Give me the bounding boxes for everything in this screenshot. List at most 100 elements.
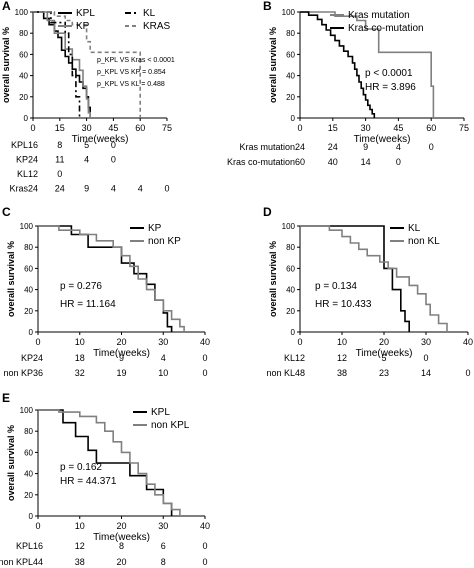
panel-a-annotation: p_KPL VS Kras < 0.0001 bbox=[97, 57, 175, 64]
panel-d-y-axis-title: overall survival % bbox=[268, 241, 278, 317]
panel-b-risk-value: 9 bbox=[363, 142, 368, 152]
panel-b-y-tick-label: 0 bbox=[291, 114, 296, 123]
panel-b-risk-value: 0 bbox=[396, 157, 401, 167]
panel-e-y-tick-label: 60 bbox=[24, 448, 33, 457]
panel-d-x-tick-label: 40 bbox=[463, 337, 473, 347]
panel-e-risk-value: 0 bbox=[202, 541, 207, 551]
panel-e-legend-label: non KPL bbox=[151, 420, 190, 431]
panel-a-y-tick-label: 80 bbox=[19, 29, 28, 38]
panel-a-series-line-1 bbox=[33, 11, 91, 118]
panel-c-risk-value: 18 bbox=[75, 353, 85, 363]
panel-e-y-tick-label: 20 bbox=[24, 491, 33, 500]
panel-e-y-tick-label: 100 bbox=[20, 406, 34, 415]
panel-d-series-line-1 bbox=[300, 225, 448, 332]
panel-d-y-tick-label: 40 bbox=[286, 286, 295, 295]
panel-b-legend-label: Kras co-mutation bbox=[348, 23, 424, 34]
panel-d-y-tick-label: 20 bbox=[286, 307, 295, 316]
panel-e-risk-row-label: KPL bbox=[16, 541, 33, 551]
panel-b-risk-value: 0 bbox=[429, 142, 434, 152]
panel-a-x-tick-label: 75 bbox=[162, 123, 172, 133]
panel-c-risk-value: 4 bbox=[161, 353, 166, 363]
panel-a-risk-value: 5 bbox=[84, 140, 89, 150]
panel-a-x-tick-label: 60 bbox=[135, 123, 145, 133]
panel-a-legend-label: KL bbox=[143, 8, 156, 19]
panel-e-annotation: p = 0.162 bbox=[60, 462, 102, 473]
panel-d-x-tick-label: 0 bbox=[297, 337, 302, 347]
panel-c-legend-label: KP bbox=[148, 223, 162, 234]
panel-c-risk-value: 24 bbox=[33, 353, 43, 363]
panel-a-letter: A bbox=[2, 0, 11, 13]
panel-d-risk-value: 12 bbox=[337, 353, 347, 363]
panel-b-x-tick-label: 75 bbox=[459, 123, 469, 133]
panel-b-risk-value: 24 bbox=[328, 142, 338, 152]
panel-a-risk-value: 24 bbox=[55, 184, 65, 194]
panel-a-risk-value: 4 bbox=[111, 184, 116, 194]
panel-b-y-tick-label: 60 bbox=[286, 50, 295, 59]
panel-e-risk-value: 16 bbox=[33, 541, 43, 551]
panel-b-x-axis-title: Time(weeks) bbox=[354, 134, 411, 145]
panel-c-series-line-1 bbox=[38, 225, 185, 332]
panel-c-x-tick-label: 0 bbox=[35, 337, 40, 347]
panel-e-risk-value: 6 bbox=[161, 541, 166, 551]
panel-d-y-tick-label: 60 bbox=[286, 264, 295, 273]
panel-a-risk-value: 4 bbox=[84, 155, 89, 165]
panel-e-y-tick-label: 80 bbox=[24, 427, 33, 436]
panel-c-risk-row-label: non KP bbox=[3, 368, 33, 378]
panel-e-x-tick-label: 40 bbox=[200, 521, 210, 531]
panel-c-x-axis-title: Time(weeks) bbox=[93, 348, 150, 359]
panel-b-series-line-0 bbox=[300, 11, 435, 118]
panel-c-risk-row-label: KP bbox=[21, 353, 33, 363]
panel-b-x-tick-label: 15 bbox=[328, 123, 338, 133]
panel-c-x-tick-label: 10 bbox=[75, 337, 85, 347]
panel-c-y-tick-label: 60 bbox=[24, 264, 33, 273]
panel-c-y-axis-title: overall survival % bbox=[6, 241, 16, 317]
panel-a-risk-value: 4 bbox=[138, 184, 143, 194]
panel-a-y-tick-label: 40 bbox=[19, 72, 28, 81]
panel-e-risk-value: 38 bbox=[75, 557, 85, 567]
panel-d-annotation: p = 0.134 bbox=[315, 281, 357, 292]
panel-e-y-axis-title: overall survival % bbox=[6, 425, 16, 501]
panel-d-risk-row-label: KL bbox=[284, 353, 295, 363]
panel-d-risk-value: 23 bbox=[379, 368, 389, 378]
panel-a-risk-value: 0 bbox=[111, 140, 116, 150]
panel-a-x-tick-label: 45 bbox=[108, 123, 118, 133]
panel-d-risk-value: 38 bbox=[337, 368, 347, 378]
panel-d-x-tick-label: 20 bbox=[379, 337, 389, 347]
panel-c-risk-value: 19 bbox=[116, 368, 126, 378]
panel-b-y-tick-label: 100 bbox=[282, 8, 296, 17]
panel-d-x-tick-label: 30 bbox=[421, 337, 431, 347]
panel-e-letter: E bbox=[2, 391, 10, 405]
panel-e-risk-value: 0 bbox=[202, 557, 207, 567]
panel-a-y-tick-label: 100 bbox=[15, 8, 29, 17]
panel-c-risk-value: 0 bbox=[202, 353, 207, 363]
panel-c-annotation: HR = 11.164 bbox=[60, 299, 116, 310]
panel-b-legend-label: Kras mutation bbox=[348, 10, 410, 21]
panel-c-annotation: p = 0.276 bbox=[60, 281, 102, 292]
panel-d-risk-value: 14 bbox=[421, 368, 431, 378]
panel-b-risk-value: 4 bbox=[396, 142, 401, 152]
panel-d-risk-value: 0 bbox=[423, 353, 428, 363]
panel-b-letter: B bbox=[263, 0, 272, 13]
panel-e-risk-value: 8 bbox=[119, 541, 124, 551]
panel-e-x-tick-label: 0 bbox=[35, 521, 40, 531]
panel-a-x-tick-label: 15 bbox=[55, 123, 65, 133]
panel-d-x-tick-label: 10 bbox=[337, 337, 347, 347]
panel-d-letter: D bbox=[263, 205, 272, 219]
panel-a-risk-value: 24 bbox=[28, 184, 38, 194]
panel-d-risk-row-label: non KL bbox=[266, 368, 295, 378]
panel-e-risk-value: 8 bbox=[161, 557, 166, 567]
panel-c-risk-value: 9 bbox=[119, 353, 124, 363]
panel-d-series-line-0 bbox=[300, 225, 410, 332]
panel-d-y-tick-label: 0 bbox=[291, 328, 296, 337]
panel-a-x-tick-label: 30 bbox=[82, 123, 92, 133]
panel-b-x-tick-label: 30 bbox=[361, 123, 371, 133]
panel-b-risk-row-label: Kras co-mutation bbox=[227, 157, 295, 167]
panel-d-risk-value: 5 bbox=[381, 353, 386, 363]
panel-a-y-tick-label: 20 bbox=[19, 93, 28, 102]
panel-e-y-tick-label: 0 bbox=[29, 512, 34, 521]
panel-c-risk-value: 10 bbox=[158, 368, 168, 378]
panel-a-y-tick-label: 0 bbox=[24, 114, 29, 123]
panel-c-y-tick-label: 40 bbox=[24, 286, 33, 295]
panel-a-series-line-3 bbox=[33, 11, 141, 118]
